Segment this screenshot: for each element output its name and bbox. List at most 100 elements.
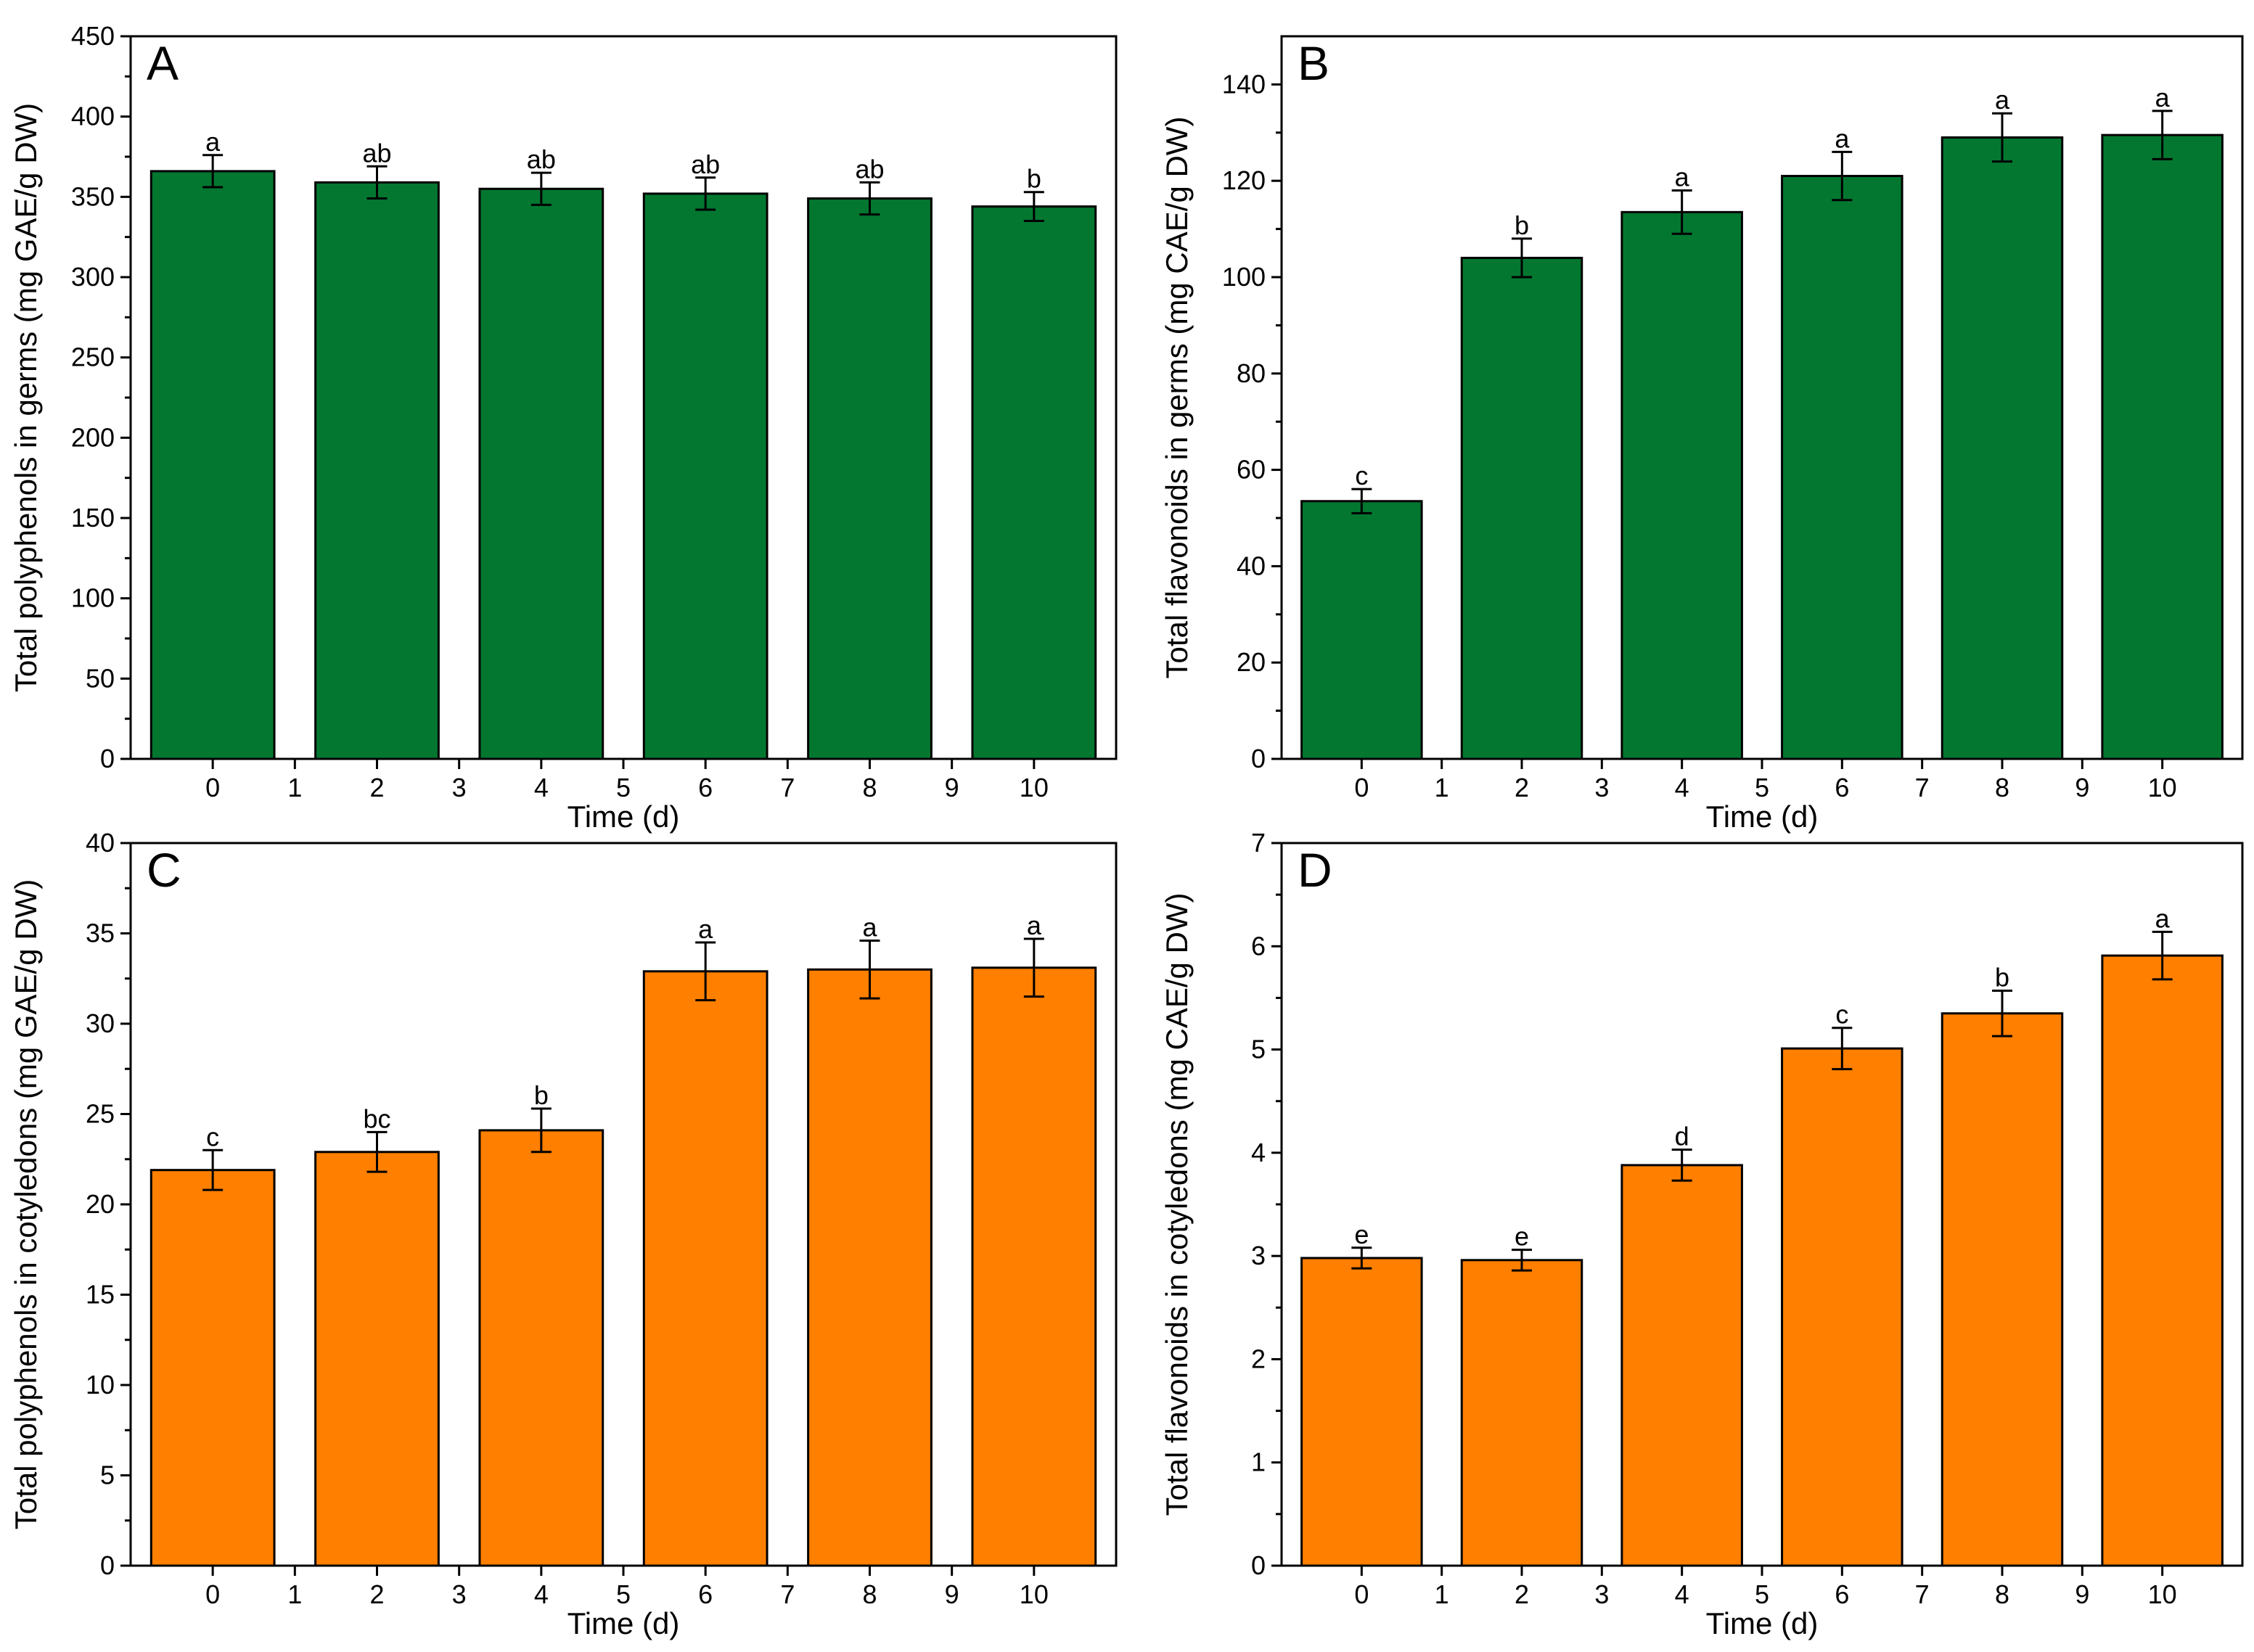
x-tick-label: 9 [945,773,959,802]
chart-panel-a: a ab ab ab ab b 0 50 100 150 200 250 300 350 400 450 0 1 2… [9,21,1118,834]
error-bar [695,941,716,1002]
x-tick-label: 9 [2075,1579,2089,1609]
y-tick-label: 6 [1251,931,1266,961]
bar [1941,1012,2064,1567]
y-tick-label: 50 [86,663,115,693]
y-tick-label: 30 [86,1008,115,1038]
plot-frame [129,35,1118,760]
error-bar [1023,937,1044,998]
x-tick-label: 9 [2075,773,2089,802]
panel-label: D [1298,843,1332,897]
y-tick-label: 120 [1222,165,1266,195]
significance-label: a [205,127,221,157]
error-bar [1351,1246,1372,1270]
x-axis-title: Time (d) [567,800,680,834]
x-tick-label: 7 [1915,773,1930,802]
significance-label: b [1027,164,1041,194]
error-bar [695,176,716,211]
error-bar [2152,930,2173,981]
y-axis-title: Total flavonoids in germs (mg CAE/g DW) [1160,117,1194,679]
x-tick-label: 2 [1515,773,1529,802]
x-tick-label: 0 [1354,1579,1369,1609]
y-tick-label: 35 [86,919,115,948]
significance-label: a [1995,85,2010,115]
y-tick-label: 300 [71,262,115,292]
x-tick-label: 2 [1515,1579,1529,1609]
y-tick-label: 15 [86,1280,115,1310]
bar [807,968,933,1567]
x-tick-label: 6 [698,773,713,802]
bar [314,1151,440,1567]
significance-label: a [2155,83,2171,112]
significance-label: b [1995,962,2009,992]
y-tick-label: 250 [71,342,115,372]
x-tick-label: 3 [1594,773,1609,802]
bar [971,205,1097,760]
bar [478,1129,605,1567]
panel-label: A [147,36,179,90]
error-bar [530,171,552,206]
y-tick-label: 400 [71,102,115,131]
x-tick-label: 8 [862,773,877,802]
x-tick-label: 3 [452,773,467,802]
error-bar [1512,237,1532,279]
significance-label: ab [362,138,391,168]
bar [149,1169,276,1567]
x-tick-label: 3 [452,1579,467,1609]
error-bar [1992,989,2012,1037]
significance-label: ab [691,149,720,179]
y-tick-label: 350 [71,181,115,211]
y-tick-label: 200 [71,422,115,452]
x-tick-label: 6 [1835,773,1849,802]
significance-label: b [1515,210,1529,240]
x-tick-label: 5 [616,1579,631,1609]
x-tick-label: 2 [369,1579,384,1609]
bar [1460,256,1583,760]
y-tick-label: 150 [71,503,115,533]
y-axis-title: Total polyphenols in cotyledons (mg GAE/… [9,879,43,1529]
bar [1620,1164,1743,1567]
y-tick-label: 3 [1251,1241,1266,1270]
error-bar [1832,150,1853,202]
y-tick-label: 0 [100,744,115,773]
y-tick-label: 20 [86,1189,115,1219]
significance-label: d [1675,1122,1689,1151]
x-tick-label: 10 [2148,1579,2177,1609]
significance-label: e [1354,1220,1369,1249]
bar [642,192,769,760]
x-tick-label: 1 [1435,1579,1449,1609]
bar [478,187,605,760]
bar [1941,136,2064,760]
y-tick-label: 2 [1251,1344,1266,1373]
x-axis-title: Time (d) [567,1606,680,1640]
significance-label: bc [363,1104,390,1133]
significance-label: a [1027,911,1042,940]
significance-label: a [1835,123,1850,153]
x-tick-label: 3 [1594,1579,1609,1609]
error-bar [202,1148,224,1191]
y-tick-label: 60 [1237,455,1266,485]
x-tick-label: 8 [862,1579,877,1609]
plot-frame [1280,842,2244,1567]
x-tick-label: 10 [1020,773,1049,802]
bar [642,970,769,1567]
x-tick-label: 8 [1995,773,2009,802]
bar [1460,1259,1583,1567]
y-tick-label: 10 [86,1370,115,1400]
bar [1781,175,1903,760]
y-tick-label: 5 [100,1460,115,1490]
x-tick-label: 1 [287,773,302,802]
y-tick-label: 0 [1251,1550,1266,1580]
bar [1620,210,1743,760]
error-bar [1671,189,1692,235]
significance-label: a [862,912,877,942]
x-tick-label: 4 [534,773,549,802]
significance-label: c [1355,461,1368,490]
x-tick-label: 4 [534,1579,549,1609]
significance-label: ab [855,154,884,184]
x-tick-label: 5 [1755,773,1769,802]
y-tick-label: 7 [1251,828,1266,858]
error-bar [1351,488,1372,514]
x-axis-title: Time (d) [1706,800,1819,834]
x-tick-label: 0 [205,773,220,802]
